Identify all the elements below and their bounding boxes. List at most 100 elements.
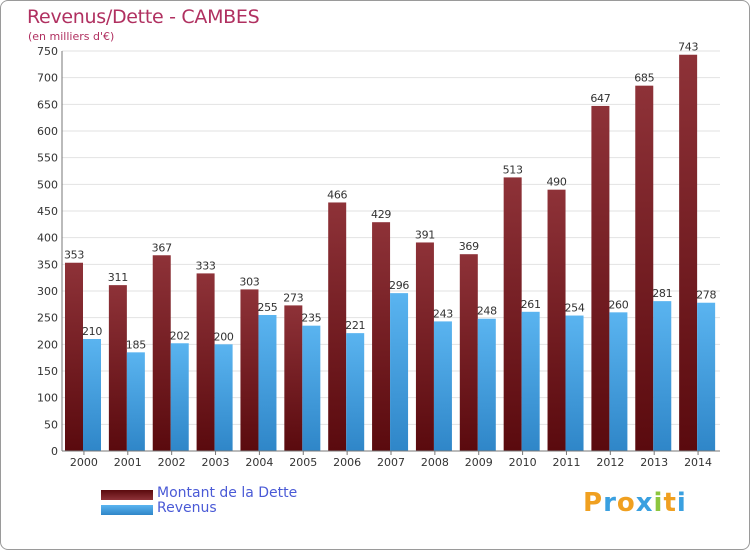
bar-debt bbox=[284, 305, 303, 451]
x-tick-label: 2008 bbox=[421, 456, 449, 469]
bar-debt bbox=[591, 105, 610, 451]
axis-layer: 0 50 100 150 200 250 300 350 400 450 500 550 600 650 7… bbox=[37, 45, 720, 469]
x-tick-label: 2005 bbox=[289, 456, 317, 469]
x-tick-label: 2010 bbox=[509, 456, 537, 469]
data-label-debt: 685 bbox=[634, 72, 654, 85]
logo-letter: x bbox=[635, 488, 654, 518]
bar-revenue bbox=[346, 333, 365, 451]
data-label-debt: 353 bbox=[64, 249, 84, 262]
bar-revenue bbox=[653, 301, 672, 451]
logo-letter: o bbox=[616, 488, 636, 518]
y-tick-label: 600 bbox=[37, 125, 58, 138]
bar-revenue bbox=[477, 318, 496, 451]
bar-debt bbox=[240, 289, 259, 451]
x-tick-label: 2012 bbox=[596, 456, 624, 469]
x-tick-label: 2011 bbox=[552, 456, 580, 469]
logo-letter: t bbox=[663, 488, 677, 518]
legend-swatch-debt bbox=[101, 490, 153, 500]
logo-letter: r bbox=[603, 488, 617, 518]
bar-debt bbox=[547, 189, 566, 451]
y-tick-label: 500 bbox=[37, 178, 58, 191]
data-label-revenue: 255 bbox=[257, 301, 277, 314]
bars-layer bbox=[65, 54, 716, 452]
data-label-debt: 466 bbox=[327, 188, 347, 201]
data-label-revenue: 278 bbox=[696, 289, 716, 302]
y-tick-label: 300 bbox=[37, 285, 58, 298]
bar-debt bbox=[65, 262, 83, 451]
x-tick-label: 2014 bbox=[684, 456, 712, 469]
bar-debt bbox=[108, 285, 127, 451]
data-label-revenue: 260 bbox=[608, 298, 628, 311]
x-tick-label: 2013 bbox=[640, 456, 668, 469]
y-tick-label: 100 bbox=[37, 392, 58, 405]
y-tick-label: 650 bbox=[37, 98, 58, 111]
data-label-revenue: 281 bbox=[652, 287, 672, 300]
x-tick-label: 2000 bbox=[70, 456, 98, 469]
bar-revenue bbox=[565, 315, 584, 451]
bar-revenue bbox=[83, 339, 101, 451]
data-label-revenue: 248 bbox=[477, 305, 497, 318]
bar-debt bbox=[372, 222, 391, 451]
y-tick-label: 450 bbox=[37, 205, 58, 218]
data-label-debt: 429 bbox=[371, 208, 391, 221]
bar-debt bbox=[635, 85, 654, 452]
data-label-revenue: 185 bbox=[126, 338, 146, 351]
x-tick-label: 2004 bbox=[245, 456, 273, 469]
x-tick-label: 2002 bbox=[158, 456, 186, 469]
data-label-debt: 369 bbox=[459, 240, 479, 253]
logo-letter: i bbox=[653, 488, 664, 518]
y-tick-label: 50 bbox=[44, 418, 58, 431]
bar-revenue bbox=[609, 312, 628, 451]
y-tick-label: 400 bbox=[37, 232, 58, 245]
data-label-debt: 490 bbox=[546, 176, 566, 189]
bar-revenue bbox=[521, 311, 540, 451]
x-tick-label: 2006 bbox=[333, 456, 361, 469]
chart-subtitle: (en milliers d'€) bbox=[28, 30, 115, 43]
data-label-debt: 391 bbox=[415, 228, 435, 241]
data-label-revenue: 235 bbox=[301, 312, 321, 325]
y-tick-label: 750 bbox=[37, 45, 58, 58]
data-label-revenue: 210 bbox=[82, 325, 102, 338]
bar-debt bbox=[196, 273, 215, 451]
data-label-debt: 333 bbox=[196, 259, 216, 272]
bar-debt bbox=[328, 202, 347, 451]
x-tick-label: 2001 bbox=[114, 456, 142, 469]
logo-letter: i bbox=[676, 488, 687, 518]
y-tick-label: 350 bbox=[37, 258, 58, 271]
logo-letter: P bbox=[583, 488, 604, 518]
bar-revenue bbox=[170, 343, 189, 451]
data-label-revenue: 254 bbox=[564, 302, 584, 315]
y-tick-label: 250 bbox=[37, 312, 58, 325]
bar-revenue bbox=[302, 325, 321, 451]
bar-revenue bbox=[433, 321, 452, 451]
y-tick-label: 700 bbox=[37, 72, 58, 85]
bar-revenue bbox=[214, 344, 233, 451]
labels-layer: 353 210 311 185 367 202 333 200 303 255 273 235 466 2… bbox=[64, 41, 717, 352]
data-label-revenue: 221 bbox=[345, 319, 365, 332]
y-tick-label: 200 bbox=[37, 338, 58, 351]
data-label-revenue: 261 bbox=[521, 298, 541, 311]
y-tick-label: 0 bbox=[51, 445, 58, 458]
x-tick-label: 2003 bbox=[202, 456, 230, 469]
x-tick-label: 2009 bbox=[465, 456, 493, 469]
x-tick-label: 2007 bbox=[377, 456, 405, 469]
y-tick-label: 550 bbox=[37, 152, 58, 165]
data-label-debt: 367 bbox=[152, 241, 172, 254]
legend-label-revenue: Revenus bbox=[157, 500, 217, 516]
legend-swatch-revenue bbox=[101, 505, 153, 515]
chart-title: Revenus/Dette - CAMBES bbox=[27, 6, 260, 28]
bar-revenue bbox=[258, 315, 277, 451]
bar-debt bbox=[503, 177, 522, 451]
data-label-debt: 647 bbox=[590, 92, 610, 105]
bar-revenue bbox=[126, 352, 145, 451]
data-label-debt: 303 bbox=[239, 275, 259, 288]
bar-debt bbox=[152, 255, 171, 451]
bar-debt bbox=[679, 54, 698, 451]
y-tick-label: 150 bbox=[37, 365, 58, 378]
data-label-revenue: 202 bbox=[170, 329, 190, 342]
data-label-debt: 311 bbox=[108, 271, 128, 284]
bar-revenue bbox=[697, 302, 716, 451]
data-label-revenue: 243 bbox=[433, 307, 453, 320]
